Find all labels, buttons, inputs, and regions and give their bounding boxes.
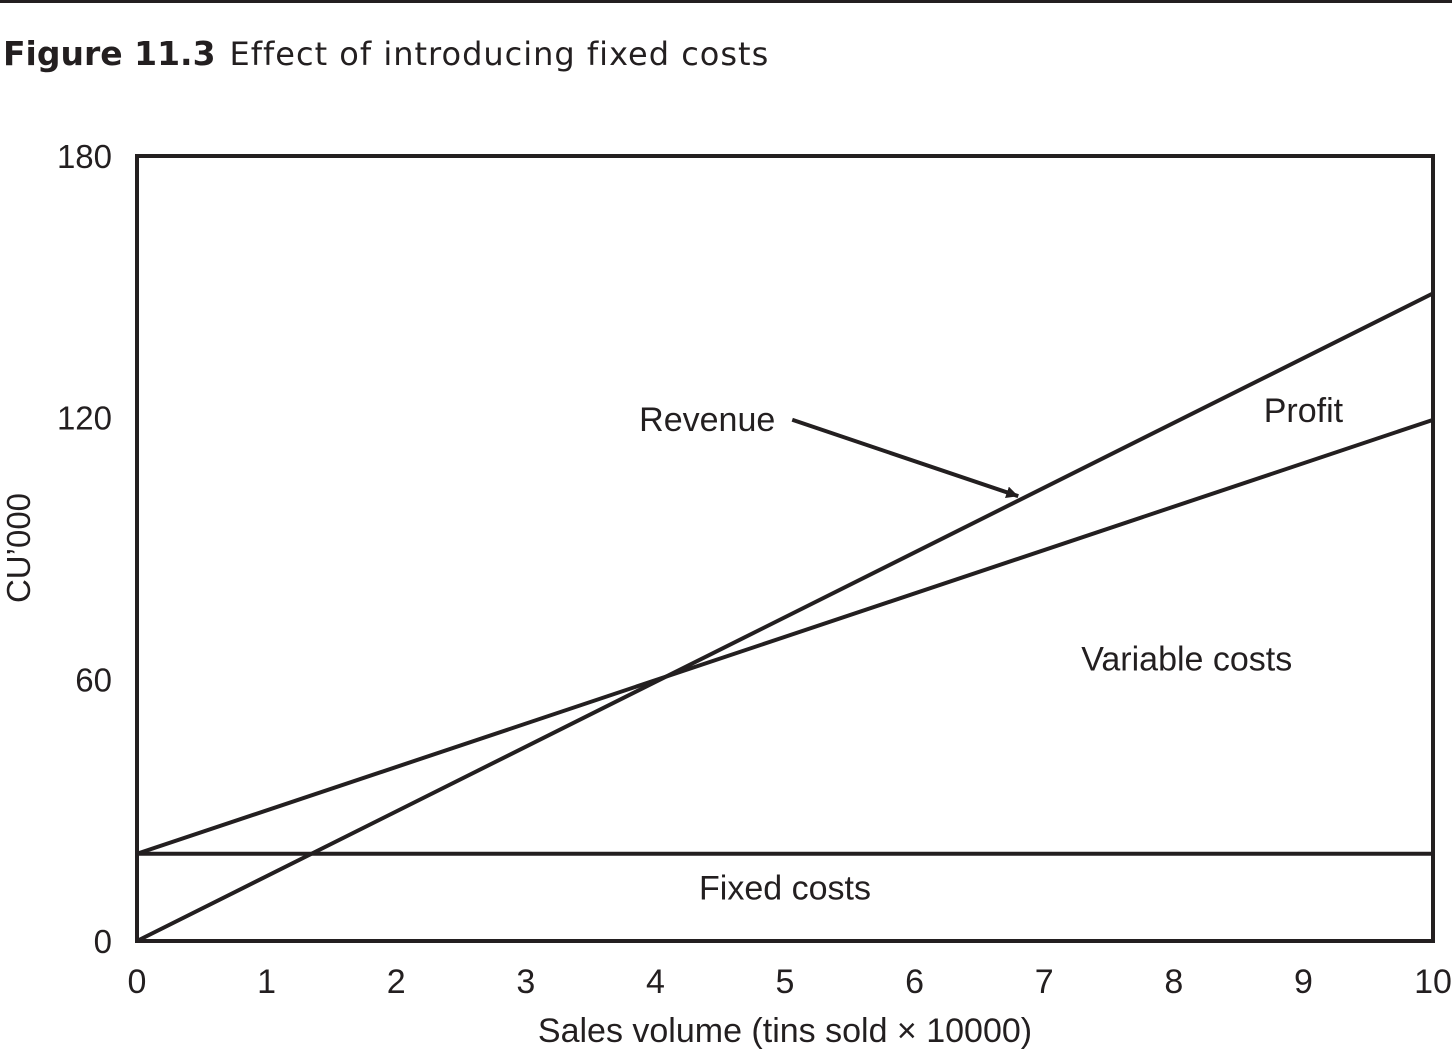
x-tick-label: 9 bbox=[1294, 963, 1313, 1001]
x-tick-label: 2 bbox=[387, 963, 406, 1001]
plot-frame bbox=[135, 154, 1435, 943]
variable-costs-label: Variable costs bbox=[1081, 641, 1292, 679]
y-tick-label: 0 bbox=[94, 923, 112, 960]
y-tick-label: 60 bbox=[75, 661, 112, 698]
revenue-label: Revenue bbox=[639, 401, 775, 439]
fixed-costs-label: Fixed costs bbox=[699, 870, 871, 908]
total-cost-line bbox=[136, 417, 1434, 856]
y-axis-label: CU’000 bbox=[0, 493, 37, 603]
revenue-arrow bbox=[791, 417, 1019, 499]
x-tick-label: 0 bbox=[128, 963, 147, 1001]
x-tick-label: 1 bbox=[257, 963, 276, 1001]
profit-label: Profit bbox=[1264, 392, 1344, 430]
x-tick-label: 4 bbox=[646, 963, 665, 1001]
figure-number: Figure 11.3 bbox=[3, 34, 216, 73]
x-tick-label: 10 bbox=[1414, 963, 1452, 1001]
x-tick-label: 3 bbox=[516, 963, 535, 1001]
top-rule bbox=[0, 0, 1452, 3]
revenue-line bbox=[136, 291, 1434, 943]
x-tick-label: 6 bbox=[905, 963, 924, 1001]
y-tick-label: 120 bbox=[57, 400, 112, 437]
y-tick-label: 180 bbox=[57, 138, 112, 175]
x-tick-label: 8 bbox=[1164, 963, 1183, 1001]
figure-title: Figure 11.3 Effect of introducing fixed c… bbox=[3, 34, 769, 74]
figure-caption: Effect of introducing fixed costs bbox=[229, 35, 770, 73]
x-axis-label: Sales volume (tins sold × 10000) bbox=[538, 1012, 1032, 1050]
x-tick-label: 7 bbox=[1035, 963, 1054, 1001]
x-tick-label: 5 bbox=[776, 963, 795, 1001]
